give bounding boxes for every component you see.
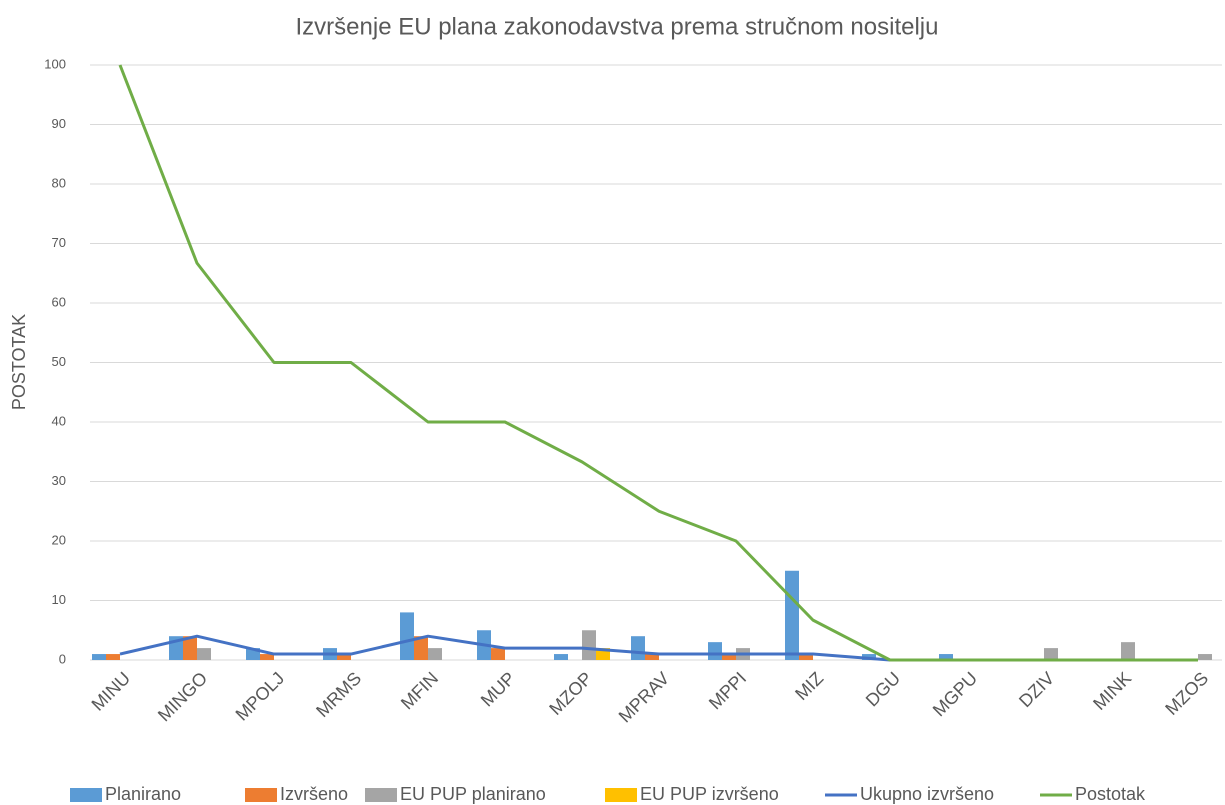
x-tick-label: MINK [1089,668,1135,714]
x-tick-label: MPOLJ [232,668,289,725]
bar [631,636,645,660]
legend-swatch [605,788,637,802]
x-tick-label: DZIV [1015,668,1058,711]
y-tick-label: 60 [52,294,66,309]
x-tick-label: MRMS [312,668,365,721]
legend-label: EU PUP izvršeno [640,784,779,804]
bar [337,654,351,660]
x-tick-label: MGPU [929,668,981,720]
bar [582,630,596,660]
legend-swatch [365,788,397,802]
legend-label: Ukupno izvršeno [860,784,994,804]
bar [596,648,610,660]
bar [246,648,260,660]
y-tick-label: 90 [52,116,66,131]
legend-swatch [70,788,102,802]
y-tick-label: 50 [52,354,66,369]
bar [106,654,120,660]
line [118,64,1198,662]
bar [1198,654,1212,660]
y-tick-label: 30 [52,473,66,488]
chart-title: Izvršenje EU plana zakonodavstva prema s… [296,13,939,40]
y-tick-label: 20 [52,532,66,547]
x-tick-label: MIZ [791,668,827,704]
bar [491,648,505,660]
bar [183,636,197,660]
bar [708,642,722,660]
bar [799,654,813,660]
bar [645,654,659,660]
bar [400,612,414,660]
bar [722,654,736,660]
x-tick-label: MZOP [545,668,596,719]
x-tick-label: MINU [88,668,135,715]
x-tick-label: MFIN [397,668,442,713]
bar [939,654,953,660]
bar [92,654,106,660]
bar [1044,648,1058,660]
x-tick-label: MZOS [1161,668,1212,719]
legend-swatch [245,788,277,802]
y-axis-title: POSTOTAK [9,314,29,410]
x-tick-label: MPPI [705,668,750,713]
y-tick-label: 10 [52,592,66,607]
x-tick-label: MUP [477,668,519,710]
bar [554,654,568,660]
legend-label: Planirano [105,784,181,804]
y-tick-label: 100 [44,56,66,71]
bar [414,636,428,660]
x-tick-label: MINGO [154,668,211,725]
bar [260,654,274,660]
x-tick-label: DGU [862,668,904,710]
bar [1121,642,1135,660]
legend-label: Izvršeno [280,784,348,804]
bar [785,570,799,660]
bar [428,648,442,660]
y-tick-label: 0 [59,651,66,666]
legend-label: Postotak [1075,784,1146,804]
x-tick-label: MPRAV [615,668,673,726]
y-tick-label: 40 [52,413,66,428]
legend-label: EU PUP planirano [400,784,546,804]
y-tick-label: 80 [52,175,66,190]
y-tick-label: 70 [52,235,66,250]
bar [197,648,211,660]
